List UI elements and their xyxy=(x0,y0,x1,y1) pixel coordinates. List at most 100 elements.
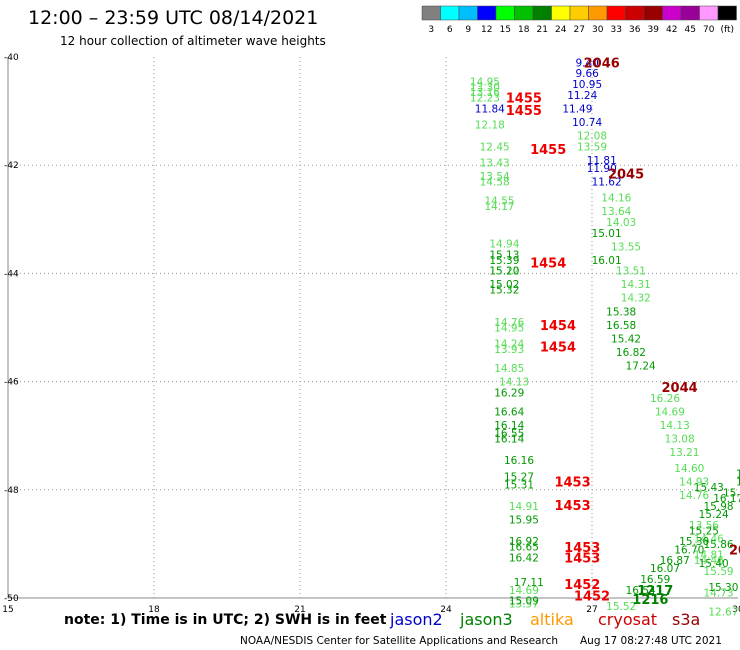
wave-height-label: 12.23 xyxy=(470,93,500,105)
wave-height-label: 14.17 xyxy=(485,201,515,213)
wave-height-label: 14.85 xyxy=(494,363,524,375)
colorbar-swatch xyxy=(662,5,682,21)
colorbar-swatch xyxy=(495,5,515,21)
colorbar-swatch xyxy=(477,5,497,21)
x-tick-label: 27 xyxy=(586,605,597,615)
y-tick-label: -48 xyxy=(4,486,19,496)
wave-height-label: 17.24 xyxy=(626,360,656,372)
wave-height-label: 16.82 xyxy=(616,347,646,359)
wave-height-label: 16.92 xyxy=(509,536,539,548)
wave-height-label: 15.12 xyxy=(489,266,519,278)
wave-height-label: 16.01 xyxy=(592,255,622,267)
colorbar-label: 9 xyxy=(465,25,471,35)
colorbar-label: 39 xyxy=(648,25,660,35)
pass-time-label: 1455 xyxy=(506,92,542,107)
wave-height-label: 11.90 xyxy=(587,163,617,175)
wave-height-label: 13.30 xyxy=(470,82,500,94)
wave-height-label: 14.46 xyxy=(694,533,724,545)
colorbar-label: 27 xyxy=(574,25,585,35)
wave-height-label: 16.64 xyxy=(494,406,524,418)
colorbar-swatch xyxy=(643,5,663,21)
wave-height-label: 15 xyxy=(736,469,740,481)
wave-height-label: 13.51 xyxy=(616,266,646,278)
wave-height-label: 15.30 xyxy=(679,536,709,548)
wave-height-label: 14.81 xyxy=(694,550,724,562)
wave-height-label: 12.45 xyxy=(480,141,510,153)
footer-credit: NOAA/NESDIS Center for Satellite Applica… xyxy=(240,635,558,647)
wave-height-label: 15.27 xyxy=(504,471,534,483)
pass-time-label: 1453 xyxy=(554,476,590,491)
wave-height-label: 14.16 xyxy=(601,193,631,205)
footer-note: note: 1) Time is in UTC; 2) SWH is in fe… xyxy=(64,612,387,628)
wave-height-points: 9.409.6610.9511.2411.4910.7411.8411.8111… xyxy=(470,57,740,618)
wave-height-label: 14.93 xyxy=(679,477,709,489)
wave-height-label: 14.69 xyxy=(509,585,539,597)
wave-height-label: 14.60 xyxy=(674,463,704,475)
x-tick-label: 24 xyxy=(440,605,452,615)
wave-height-label: 13.08 xyxy=(665,433,695,445)
wave-height-label: 11.24 xyxy=(567,90,597,102)
wave-height-label: 13.54 xyxy=(480,171,510,183)
wave-height-label: 14.03 xyxy=(606,217,636,229)
wave-height-label: 14.13 xyxy=(660,420,690,432)
wave-height-label: 14.76 xyxy=(494,317,524,329)
pass-time-label: 1216 xyxy=(632,593,668,608)
colorbar-swatch xyxy=(680,5,700,21)
wave-height-label: 10.74 xyxy=(572,117,602,129)
wave-height-label: 13.59 xyxy=(577,141,607,153)
wave-height-label: 15.40 xyxy=(699,558,729,570)
pass-time-label: 20 xyxy=(729,543,740,558)
colorbar-swatch xyxy=(606,5,626,21)
wave-height-label: 15.20 xyxy=(489,266,519,278)
wave-height-label: 17.11 xyxy=(514,577,544,589)
wave-height-label: 14.94 xyxy=(489,239,519,251)
grid-lines xyxy=(8,57,738,598)
wave-height-label: 10.95 xyxy=(572,79,602,91)
wave-height-label: 16.87 xyxy=(660,555,690,567)
wave-height-label: 14.58 xyxy=(480,176,510,188)
wave-height-label: 15.43 xyxy=(694,482,724,494)
wave-height-label: 15.42 xyxy=(611,333,641,345)
legend-entry: cryosat xyxy=(598,610,657,629)
wave-height-label: 15.24 xyxy=(699,509,729,521)
colorbar-swatch xyxy=(625,5,645,21)
wave-height-label: 16.65 xyxy=(509,542,539,554)
pass-time-label: 1452 xyxy=(574,589,610,604)
y-tick-label: -42 xyxy=(4,161,19,171)
y-tick-label: -46 xyxy=(4,378,19,388)
wave-height-label: 15.02 xyxy=(489,279,519,291)
legend: jason2 jason3 altika cryosat s3a xyxy=(389,610,700,629)
colorbar-swatch xyxy=(699,5,719,21)
colorbar-label: 33 xyxy=(611,25,622,35)
colorbar-swatch xyxy=(569,5,589,21)
wave-height-label: 16.54 xyxy=(626,585,656,597)
wave-height-label: 13.93 xyxy=(494,344,524,356)
colorbar-label: 36 xyxy=(629,25,641,35)
wave-height-label: 11.81 xyxy=(587,155,617,167)
wave-height-label: 15.95 xyxy=(509,515,539,527)
colorbar-swatch xyxy=(532,5,552,21)
wave-height-label: 14.73 xyxy=(704,588,734,600)
pass-time-label: 2046 xyxy=(584,56,620,71)
x-tick-label: 18 xyxy=(148,605,160,615)
colorbar-swatch xyxy=(551,5,571,21)
legend-entry: jason3 xyxy=(459,610,513,629)
wave-height-label: 16.07 xyxy=(650,563,680,575)
colorbar-swatch xyxy=(717,5,737,21)
colorbar-swatch xyxy=(514,5,534,21)
wave-height-label: 15.39 xyxy=(489,255,519,267)
pass-time-labels: 2046145514551455204514541454145420441453… xyxy=(506,56,740,608)
colorbar-label: 21 xyxy=(537,25,548,35)
wave-height-label: 16.59 xyxy=(640,574,670,586)
pass-time-label: 1453 xyxy=(564,541,600,556)
wave-height-label: 16.26 xyxy=(650,393,680,405)
wave-height-label: 14.31 xyxy=(621,279,651,291)
wave-height-label: 15.61 xyxy=(723,488,740,500)
wave-height-label: 14.24 xyxy=(494,339,524,351)
wave-height-label: 14.91 xyxy=(509,501,539,513)
wave-height-label: 16.42 xyxy=(509,552,539,564)
wave-height-label: 14.13 xyxy=(499,377,529,389)
wave-height-label: 15.59 xyxy=(704,566,734,578)
wave-height-label: 16.29 xyxy=(494,387,524,399)
